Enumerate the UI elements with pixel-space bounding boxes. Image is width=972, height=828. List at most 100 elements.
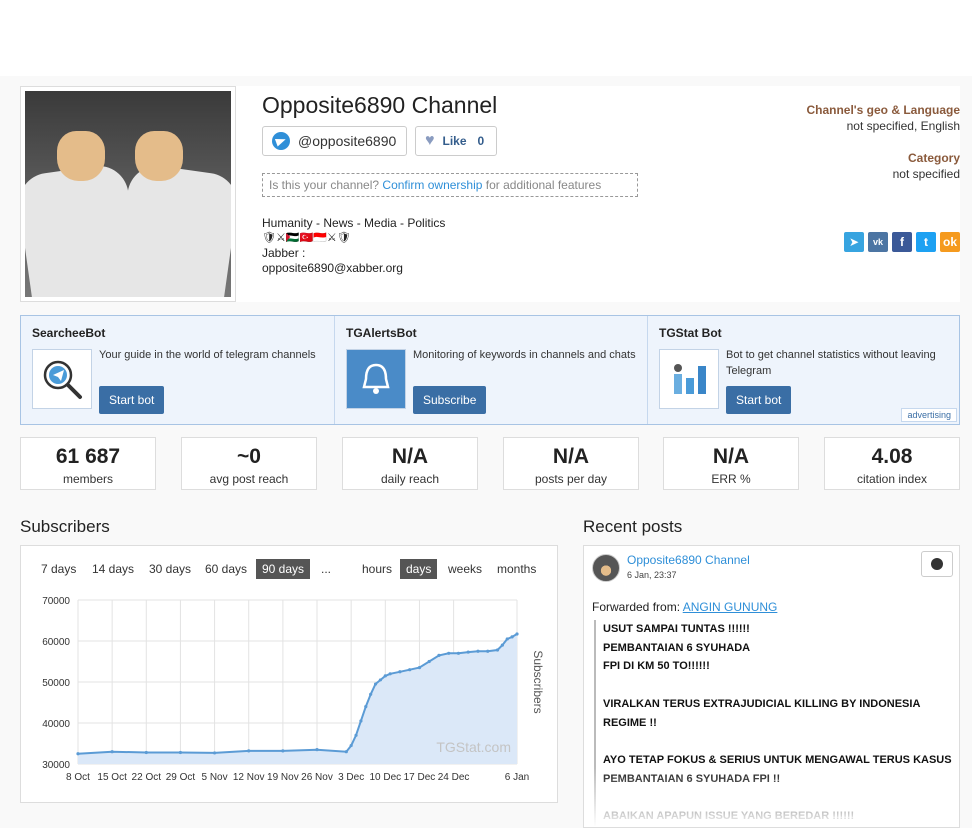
telegram-handle-button[interactable]: @opposite6890 xyxy=(262,126,407,156)
post-line: FPI DI KM 50 TO!!!!!! xyxy=(603,660,710,673)
range-7-days[interactable]: 7 days xyxy=(41,562,77,576)
data-point xyxy=(408,668,412,672)
twitter-share-icon[interactable]: t xyxy=(916,232,936,252)
forwarded-source-link[interactable]: ANGIN GUNUNG xyxy=(682,600,778,614)
granularity-weeks[interactable]: weeks xyxy=(448,562,483,576)
telegram-share-icon[interactable]: ➤ xyxy=(844,232,864,252)
stat-value: N/A xyxy=(391,445,429,468)
post-channel-link[interactable]: Opposite6890 Channel xyxy=(627,553,750,567)
telegram-icon xyxy=(931,558,943,570)
data-point xyxy=(354,733,358,737)
range-more[interactable]: ... xyxy=(321,562,332,576)
bot-description: Bot to get channel statistics without le… xyxy=(726,349,936,377)
data-point xyxy=(378,678,383,682)
stat-members: 61 687 members xyxy=(20,437,156,490)
range-30-days[interactable]: 30 days xyxy=(149,562,192,576)
data-point xyxy=(359,719,363,723)
stat-label: avg post reach xyxy=(209,472,289,486)
post-channel-avatar xyxy=(592,554,620,582)
post-line: USUT SAMPAI TUNTAS !!!!!! xyxy=(603,623,750,635)
data-point xyxy=(495,648,500,652)
post-fade-overlay xyxy=(584,767,959,827)
data-point xyxy=(369,692,373,696)
x-tick-label: 29 Oct xyxy=(166,772,196,783)
bot-title: TGAlertsBot xyxy=(346,326,417,340)
bell-icon xyxy=(346,349,406,409)
y-tick-label: 40000 xyxy=(42,719,70,730)
stat-value: N/A xyxy=(552,445,590,468)
open-in-telegram-button[interactable] xyxy=(921,551,953,577)
stat-label: ERR % xyxy=(711,472,751,486)
channel-description: Humanity - News - Media - Politics 🛡⚔🇵🇸🇹… xyxy=(262,216,445,276)
advertising-label[interactable]: advertising xyxy=(901,408,957,422)
telegram-icon xyxy=(272,132,290,150)
confirm-ownership-link[interactable]: Confirm ownership xyxy=(382,178,483,192)
x-tick-label: 5 Nov xyxy=(202,772,228,783)
x-tick-label: 15 Oct xyxy=(97,772,127,783)
ownership-prefix: Is this your channel? xyxy=(269,178,380,192)
data-point xyxy=(281,749,285,753)
range-14-days[interactable]: 14 days xyxy=(92,562,135,576)
stat-value: N/A xyxy=(712,445,750,468)
forwarded-label: Forwarded from: xyxy=(592,600,681,614)
subscribe-tgalertsbot-button[interactable]: Subscribe xyxy=(413,386,487,414)
data-point xyxy=(398,670,402,674)
post-line: PEMBANTAIAN 6 SYUHADA xyxy=(603,641,751,654)
heart-icon: ♥ xyxy=(425,132,435,149)
granularity-months[interactable]: months xyxy=(497,562,537,576)
recent-post-card: Opposite6890 Channel 6 Jan, 23:37 Forwar… xyxy=(583,545,960,828)
stat-err: N/A ERR % xyxy=(663,437,799,490)
stat-label: citation index xyxy=(856,472,928,486)
data-point xyxy=(476,649,480,653)
data-point xyxy=(505,637,509,641)
range-60-days[interactable]: 60 days xyxy=(205,562,248,576)
like-label: Like xyxy=(442,134,467,148)
data-point xyxy=(510,635,514,639)
data-point xyxy=(515,632,519,636)
facebook-share-icon[interactable]: f xyxy=(892,232,912,252)
bot-card-searchee: SearcheeBot Your guide in the world of t… xyxy=(21,316,334,424)
like-count: 0 xyxy=(477,134,485,148)
x-tick-label: 19 Nov xyxy=(267,772,299,783)
data-point xyxy=(247,749,251,753)
start-tgstatbot-button[interactable]: Start bot xyxy=(726,386,792,414)
subscribers-chart: 7 days 14 days 30 days 60 days 90 days .… xyxy=(20,545,558,803)
x-tick-label: 17 Dec xyxy=(404,772,436,783)
granularity-days[interactable]: days xyxy=(400,559,438,579)
stat-value: 61 687 xyxy=(55,445,121,468)
bot-description: Your guide in the world of telegram chan… xyxy=(99,349,316,361)
stat-label: posts per day xyxy=(534,472,608,486)
y-tick-label: 50000 xyxy=(42,678,70,689)
data-point xyxy=(76,752,80,756)
bot-title: SearcheeBot xyxy=(32,326,106,340)
magnifier-icon xyxy=(32,349,92,409)
geo-language-label: Channel's geo & Language xyxy=(806,103,960,117)
x-tick-label: 22 Oct xyxy=(132,772,162,783)
ok-share-icon[interactable]: ok xyxy=(940,232,960,252)
description-line: opposite6890@xabber.org xyxy=(262,261,403,275)
ownership-suffix: for additional features xyxy=(485,178,602,192)
data-point xyxy=(417,666,422,670)
data-point xyxy=(144,750,148,755)
like-button[interactable]: ♥ Like 0 xyxy=(415,126,497,156)
avatar-image xyxy=(25,91,231,297)
y-tick-label: 30000 xyxy=(42,760,70,771)
bots-promo-panel: SearcheeBot Your guide in the world of t… xyxy=(20,315,960,425)
stat-avg-post-reach: ~0 avg post reach xyxy=(181,437,317,490)
start-searcheebot-button[interactable]: Start bot xyxy=(99,386,165,414)
stats-bars-icon xyxy=(659,349,719,409)
vk-share-icon[interactable]: vk xyxy=(868,232,888,252)
stat-value: ~0 xyxy=(237,445,261,468)
bot-card-tgalerts: TGAlertsBot Monitoring of keywords in ch… xyxy=(334,316,647,424)
post-line xyxy=(603,676,954,695)
stat-label: daily reach xyxy=(380,472,440,486)
range-90-days[interactable]: 90 days xyxy=(256,559,311,579)
x-tick-label: 8 Oct xyxy=(66,772,90,783)
chart-watermark: TGStat.com xyxy=(436,739,511,755)
post-line xyxy=(603,732,954,751)
bot-title: TGStat Bot xyxy=(659,326,722,340)
data-point xyxy=(447,651,451,655)
granularity-hours[interactable]: hours xyxy=(362,562,393,576)
channel-avatar xyxy=(20,86,236,302)
description-line: Humanity - News - Media - Politics xyxy=(262,216,446,230)
